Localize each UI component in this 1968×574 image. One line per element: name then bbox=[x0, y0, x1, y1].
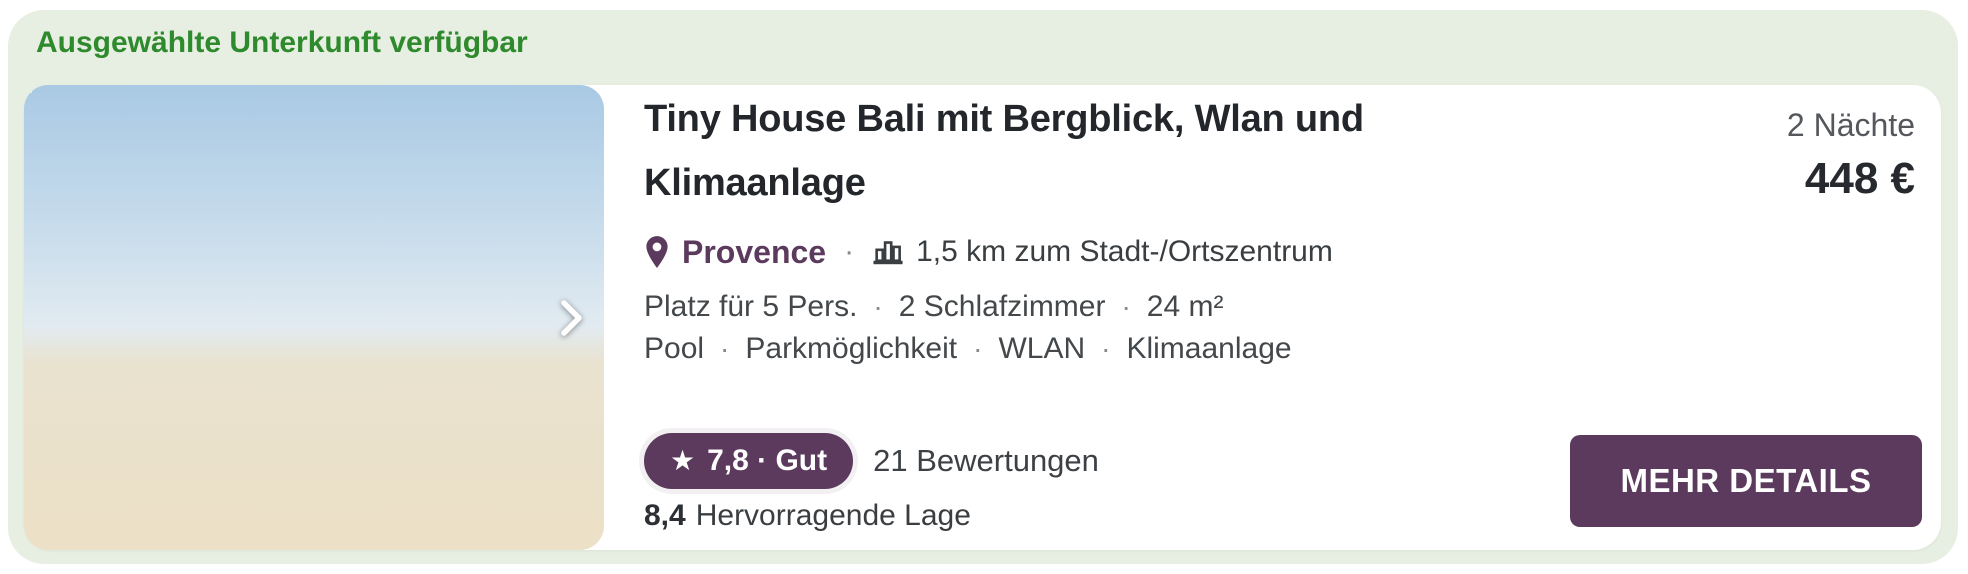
availability-panel: Ausgewählte Unterkunft verfügbar bbox=[8, 10, 1958, 564]
map-pin-icon bbox=[646, 236, 668, 268]
photo-art-pole bbox=[24, 85, 31, 86]
dot-separator: · bbox=[1121, 291, 1131, 322]
city-skyline-icon bbox=[873, 241, 903, 265]
location-score-value: 8,4 bbox=[644, 499, 686, 532]
location-name[interactable]: Provence bbox=[682, 233, 827, 270]
price-block: 2 Nächte 448 € bbox=[1787, 107, 1915, 204]
price-amount: 448 € bbox=[1804, 154, 1915, 203]
location-score-row: 8,4 Hervorragende Lage bbox=[644, 499, 971, 533]
facts-row: Platz für 5 Pers. · 2 Schlafzimmer · 24 m² bbox=[644, 287, 1223, 327]
rating-row: ★ 7,8 · Gut 21 Bewertungen bbox=[644, 433, 1099, 489]
panel-heading: Ausgewählte Unterkunft verfügbar bbox=[36, 26, 528, 59]
fact-item: Platz für 5 Pers. bbox=[644, 290, 858, 323]
fact-item: Klimaanlage bbox=[1126, 332, 1292, 365]
property-title: Tiny House Bali mit Bergblick, Wlan und … bbox=[644, 98, 1364, 204]
property-photo[interactable] bbox=[24, 85, 604, 550]
location-score-label: Hervorragende Lage bbox=[695, 499, 971, 532]
chevron-right-icon bbox=[561, 299, 582, 336]
amenities-row: Pool · Parkmöglichkeit · WLAN · Klimaanlage bbox=[644, 329, 1292, 369]
dot-separator: · bbox=[720, 333, 730, 364]
distance-text: 1,5 km zum Stadt-/Ortszentrum bbox=[916, 235, 1333, 268]
location-row: Provence · 1,5 km zum Stadt-/Ortszentrum bbox=[644, 231, 1333, 273]
dot-separator: · bbox=[844, 235, 855, 268]
dot-separator: · bbox=[873, 291, 883, 322]
property-card: Tiny House Bali mit Bergblick, Wlan und … bbox=[24, 85, 1941, 550]
fact-item: 2 Schlafzimmer bbox=[898, 290, 1106, 323]
rating-badge[interactable]: ★ 7,8 · Gut bbox=[644, 433, 854, 489]
fact-item: Parkmöglichkeit bbox=[745, 332, 958, 365]
fact-item: 24 m² bbox=[1146, 290, 1224, 323]
nights-label: 2 Nächte bbox=[1786, 107, 1915, 143]
star-icon: ★ bbox=[670, 445, 696, 476]
fact-item: WLAN bbox=[998, 332, 1086, 365]
dot-separator: · bbox=[973, 333, 983, 364]
dot-separator: · bbox=[1101, 333, 1111, 364]
fact-item: Pool bbox=[644, 332, 705, 365]
rating-score: 7,8 · Gut bbox=[707, 444, 828, 477]
more-details-button[interactable]: MEHR DETAILS bbox=[1570, 435, 1922, 527]
reviews-count[interactable]: 21 Bewertungen bbox=[873, 443, 1099, 478]
next-photo-button[interactable] bbox=[548, 294, 596, 342]
